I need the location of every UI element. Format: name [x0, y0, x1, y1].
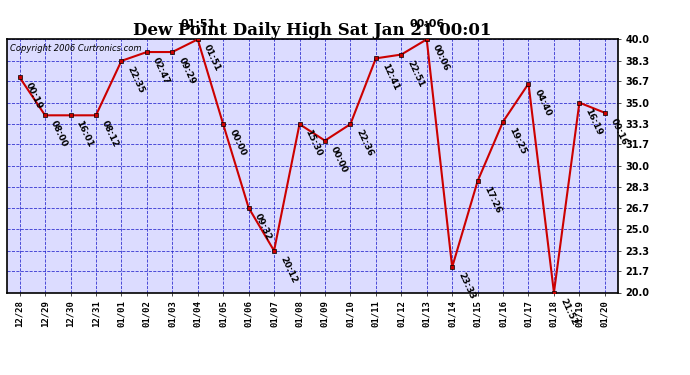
Text: 09:29: 09:29: [177, 56, 197, 86]
Text: 00:00: 00:00: [329, 145, 349, 174]
Text: 08:00: 08:00: [49, 120, 69, 149]
Text: 21:52: 21:52: [558, 297, 578, 326]
Text: 22:35: 22:35: [126, 65, 146, 95]
Text: 15:30: 15:30: [304, 128, 324, 158]
Text: 01:51: 01:51: [180, 19, 215, 29]
Text: 01:51: 01:51: [202, 44, 222, 73]
Text: 12:41: 12:41: [380, 63, 400, 92]
Title: Dew Point Daily High Sat Jan 21 00:01: Dew Point Daily High Sat Jan 21 00:01: [133, 22, 491, 39]
Text: 00:19: 00:19: [23, 81, 44, 111]
Text: 00:06: 00:06: [431, 44, 451, 73]
Text: 20:12: 20:12: [278, 255, 299, 285]
Text: 09:16: 09:16: [609, 117, 629, 147]
Text: 22:51: 22:51: [406, 59, 426, 88]
Text: 16:01: 16:01: [75, 120, 95, 149]
Text: 22:36: 22:36: [355, 128, 375, 158]
Text: 04:40: 04:40: [533, 88, 553, 118]
Text: Copyright 2006 Curtronics.com: Copyright 2006 Curtronics.com: [10, 45, 141, 54]
Text: 08:12: 08:12: [100, 120, 120, 149]
Text: 19:25: 19:25: [507, 126, 528, 156]
Text: 00:00: 00:00: [227, 128, 248, 158]
Text: 02:47: 02:47: [151, 56, 171, 86]
Text: 00:06: 00:06: [409, 19, 444, 29]
Text: 17:26: 17:26: [482, 185, 502, 215]
Text: 23:33: 23:33: [456, 272, 477, 301]
Text: 09:32: 09:32: [253, 212, 273, 242]
Text: 16:19: 16:19: [584, 107, 604, 136]
